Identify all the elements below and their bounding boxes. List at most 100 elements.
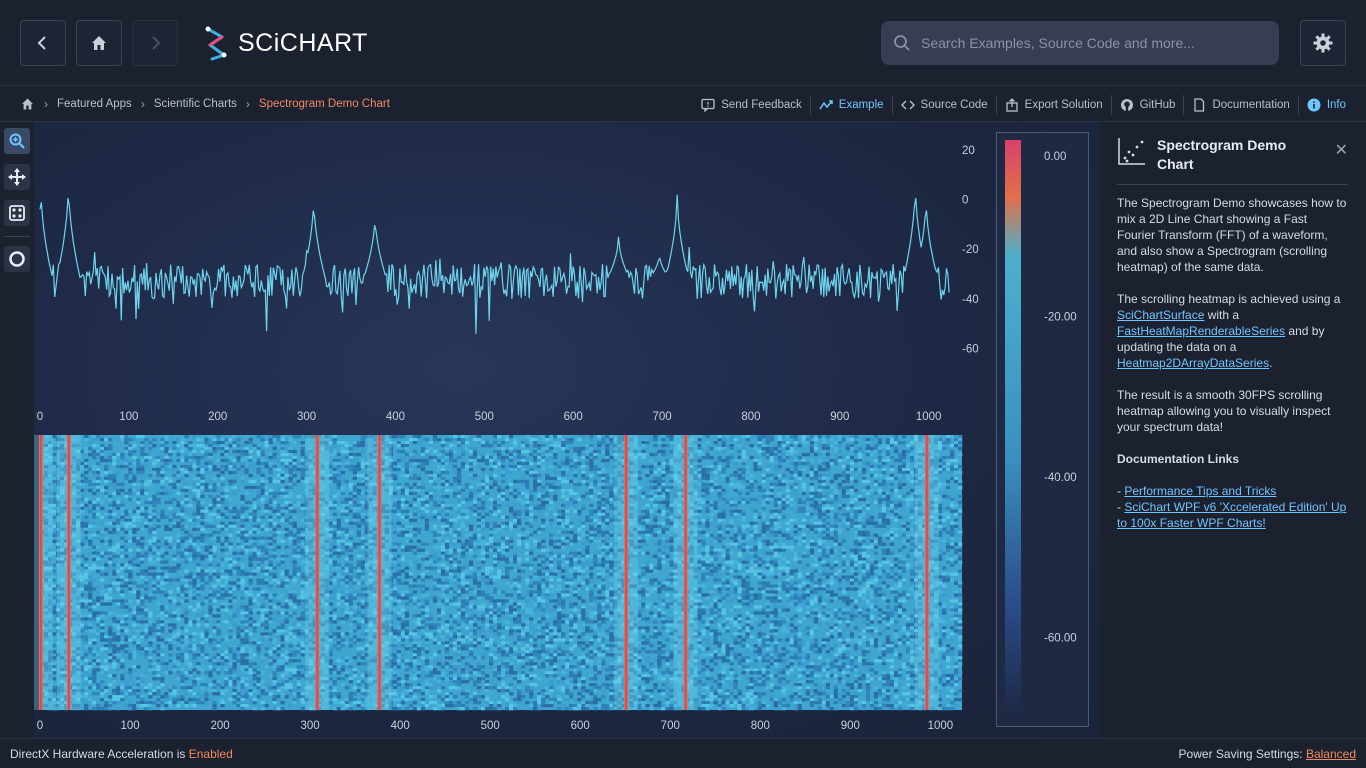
heatmap-cell	[276, 441, 281, 445]
heatmap-cell	[56, 539, 61, 543]
heatmap-cell	[260, 548, 265, 552]
heatmap-cell	[517, 542, 522, 546]
heatmap-cell	[821, 482, 826, 487]
heatmap-cell	[513, 438, 518, 442]
heatmap-cell	[388, 479, 394, 484]
heatmap-cell	[873, 521, 879, 525]
fft-line-chart[interactable]: 200-20-40-600 100 200 300 400 500 600 700 800 900…	[34, 122, 1100, 432]
heatmap-cell	[412, 488, 418, 493]
heatmap-cell	[865, 545, 871, 549]
heatmap-cell	[400, 497, 406, 502]
heatmap-cell	[933, 441, 939, 445]
heatmap-cell	[913, 470, 919, 475]
github-link[interactable]: GitHub	[1110, 95, 1184, 115]
breadcrumb-scientific-charts[interactable]: Scientific Charts	[153, 98, 237, 110]
heatmap-cell	[104, 515, 109, 519]
heatmap-cell	[260, 485, 265, 490]
heatmap-cell	[950, 524, 955, 528]
search-input[interactable]	[921, 35, 1261, 51]
heatmap-cell	[224, 515, 229, 519]
heatmap-cell	[416, 509, 422, 513]
heatmap-cell	[372, 533, 377, 537]
heatmap-cell	[533, 458, 538, 463]
heatmap-cell	[108, 482, 113, 487]
send-feedback-button[interactable]: Send Feedback	[693, 95, 810, 115]
home-button[interactable]	[76, 20, 122, 66]
heatmap-cell	[420, 506, 426, 510]
heatmap-cell	[505, 548, 510, 552]
heatmap-cell	[324, 441, 329, 445]
export-solution-button[interactable]: Export Solution	[995, 95, 1111, 115]
zoom-tool-button[interactable]	[4, 128, 30, 154]
heatmap-cell	[885, 521, 891, 525]
heatmap-cell	[641, 512, 646, 516]
heatmap-cell	[657, 494, 662, 499]
heatmap-cell	[332, 536, 337, 540]
heatmap-cell	[380, 438, 385, 442]
documentation-link[interactable]: Documentation	[1183, 95, 1297, 115]
heatmap-cell	[164, 524, 169, 528]
heatmap-cell	[268, 441, 273, 445]
heatmap-cell	[152, 536, 157, 540]
heatmap-cell	[521, 533, 526, 537]
heatmap-cell	[252, 551, 257, 555]
heatmap-cell	[549, 455, 554, 460]
heatmap-cell	[88, 536, 93, 540]
heatmap-cell	[909, 542, 915, 546]
heatmap-cell	[769, 452, 774, 457]
heatmap-cell	[549, 500, 554, 505]
heatmap-cell	[849, 488, 855, 493]
heatmap-cell	[288, 512, 293, 516]
heatmap-cell	[196, 455, 201, 460]
heatmap-cell	[785, 467, 790, 472]
heatmap-cell	[950, 533, 955, 537]
heatmap-cell	[272, 476, 277, 481]
info-tab[interactable]: Info	[1297, 95, 1354, 115]
zoom-extents-button[interactable]	[4, 200, 30, 226]
heatmap-cell	[284, 509, 289, 513]
source-code-tab[interactable]: Source Code	[891, 95, 996, 115]
scichart-logo[interactable]: SCiCHART	[204, 24, 368, 62]
heatmap-cell	[124, 461, 129, 466]
heatmap-cell	[312, 521, 317, 525]
heatmap-cell	[681, 479, 686, 484]
search-box[interactable]	[881, 21, 1279, 65]
back-button[interactable]	[20, 20, 66, 66]
heatmap-cell	[713, 447, 718, 451]
heatmap-cell	[232, 509, 237, 513]
heatmap-cell	[757, 533, 762, 537]
heatmap-cell	[428, 473, 434, 478]
forward-button[interactable]	[132, 20, 178, 66]
heatmap-cell	[196, 467, 201, 472]
settings-button[interactable]	[1300, 20, 1346, 66]
heatmap-cell	[517, 467, 522, 472]
spectrogram-heatmap-chart[interactable]: 0 100 200 300 400 500 600 700 800 900 1000	[34, 432, 1100, 738]
heatmap-cell	[56, 521, 61, 525]
breadcrumb-featured-apps[interactable]: Featured Apps	[57, 98, 132, 110]
heatmap-cell	[709, 467, 714, 472]
heatmap-cell	[905, 473, 911, 478]
heatmap-cell	[913, 449, 919, 454]
heatmap-cell	[825, 491, 830, 496]
heatmap-cell	[124, 509, 129, 513]
heatmap-cell	[236, 461, 241, 466]
home-icon[interactable]	[20, 97, 35, 111]
heatmap-cell	[252, 518, 257, 522]
heatmap-cell	[288, 545, 293, 549]
pan-tool-button[interactable]	[4, 164, 30, 190]
example-tab[interactable]: Example	[809, 95, 892, 115]
heatmap-cell	[136, 545, 141, 549]
heatmap-cell	[489, 545, 494, 549]
heatmap-cell	[476, 524, 482, 528]
heatmap-cell	[717, 536, 722, 540]
heatmap-cell	[937, 506, 943, 510]
heatmap-cell	[613, 464, 618, 469]
heatmap-cell	[284, 441, 289, 445]
heatmap-cell	[348, 548, 353, 552]
heatmap-cell	[745, 435, 750, 439]
rollover-tool-button[interactable]	[4, 246, 30, 272]
heatmap-cell	[573, 473, 578, 478]
heatmap-cell	[633, 497, 638, 502]
heatmap-cell	[757, 494, 762, 499]
heatmap-cell	[452, 470, 458, 475]
